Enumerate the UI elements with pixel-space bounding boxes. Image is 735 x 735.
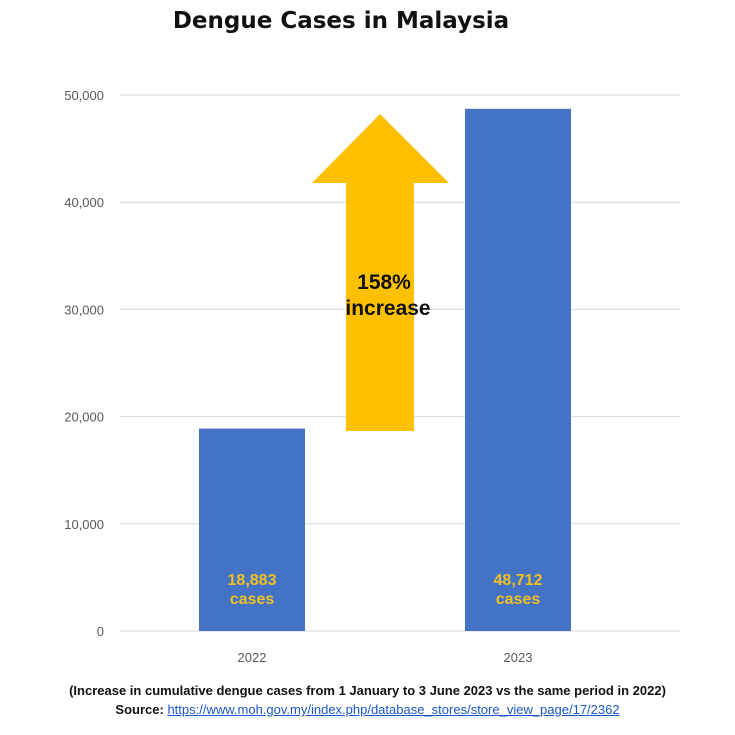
annotation-text: increase (345, 297, 430, 320)
bar-unit-label: cases (496, 591, 541, 608)
x-tick-label: 2023 (504, 650, 533, 665)
source-line: Source: https://www.moh.gov.my/index.php… (0, 702, 735, 717)
chart-title: Dengue Cases in Malaysia (172, 8, 510, 34)
bar-value-label: 18,883 (228, 572, 277, 589)
annotation-percent: 158% (357, 271, 411, 294)
bar-2023 (465, 108, 571, 631)
footnote: (Increase in cumulative dengue cases fro… (69, 683, 666, 698)
source-label: Source: (115, 702, 164, 717)
y-tick-label: 40,000 (64, 195, 104, 210)
bar-value-label: 48,712 (494, 572, 543, 589)
bar-unit-label: cases (230, 591, 275, 608)
x-tick-label: 2022 (238, 650, 267, 665)
y-tick-label: 10,000 (64, 517, 104, 532)
y-tick-label: 20,000 (64, 410, 104, 425)
y-tick-label: 0 (97, 624, 104, 639)
increase-arrow (312, 114, 449, 431)
y-tick-label: 50,000 (64, 88, 104, 103)
source-link[interactable]: https://www.moh.gov.my/index.php/databas… (167, 702, 620, 717)
y-tick-label: 30,000 (64, 302, 104, 317)
bar-2022 (199, 428, 305, 631)
